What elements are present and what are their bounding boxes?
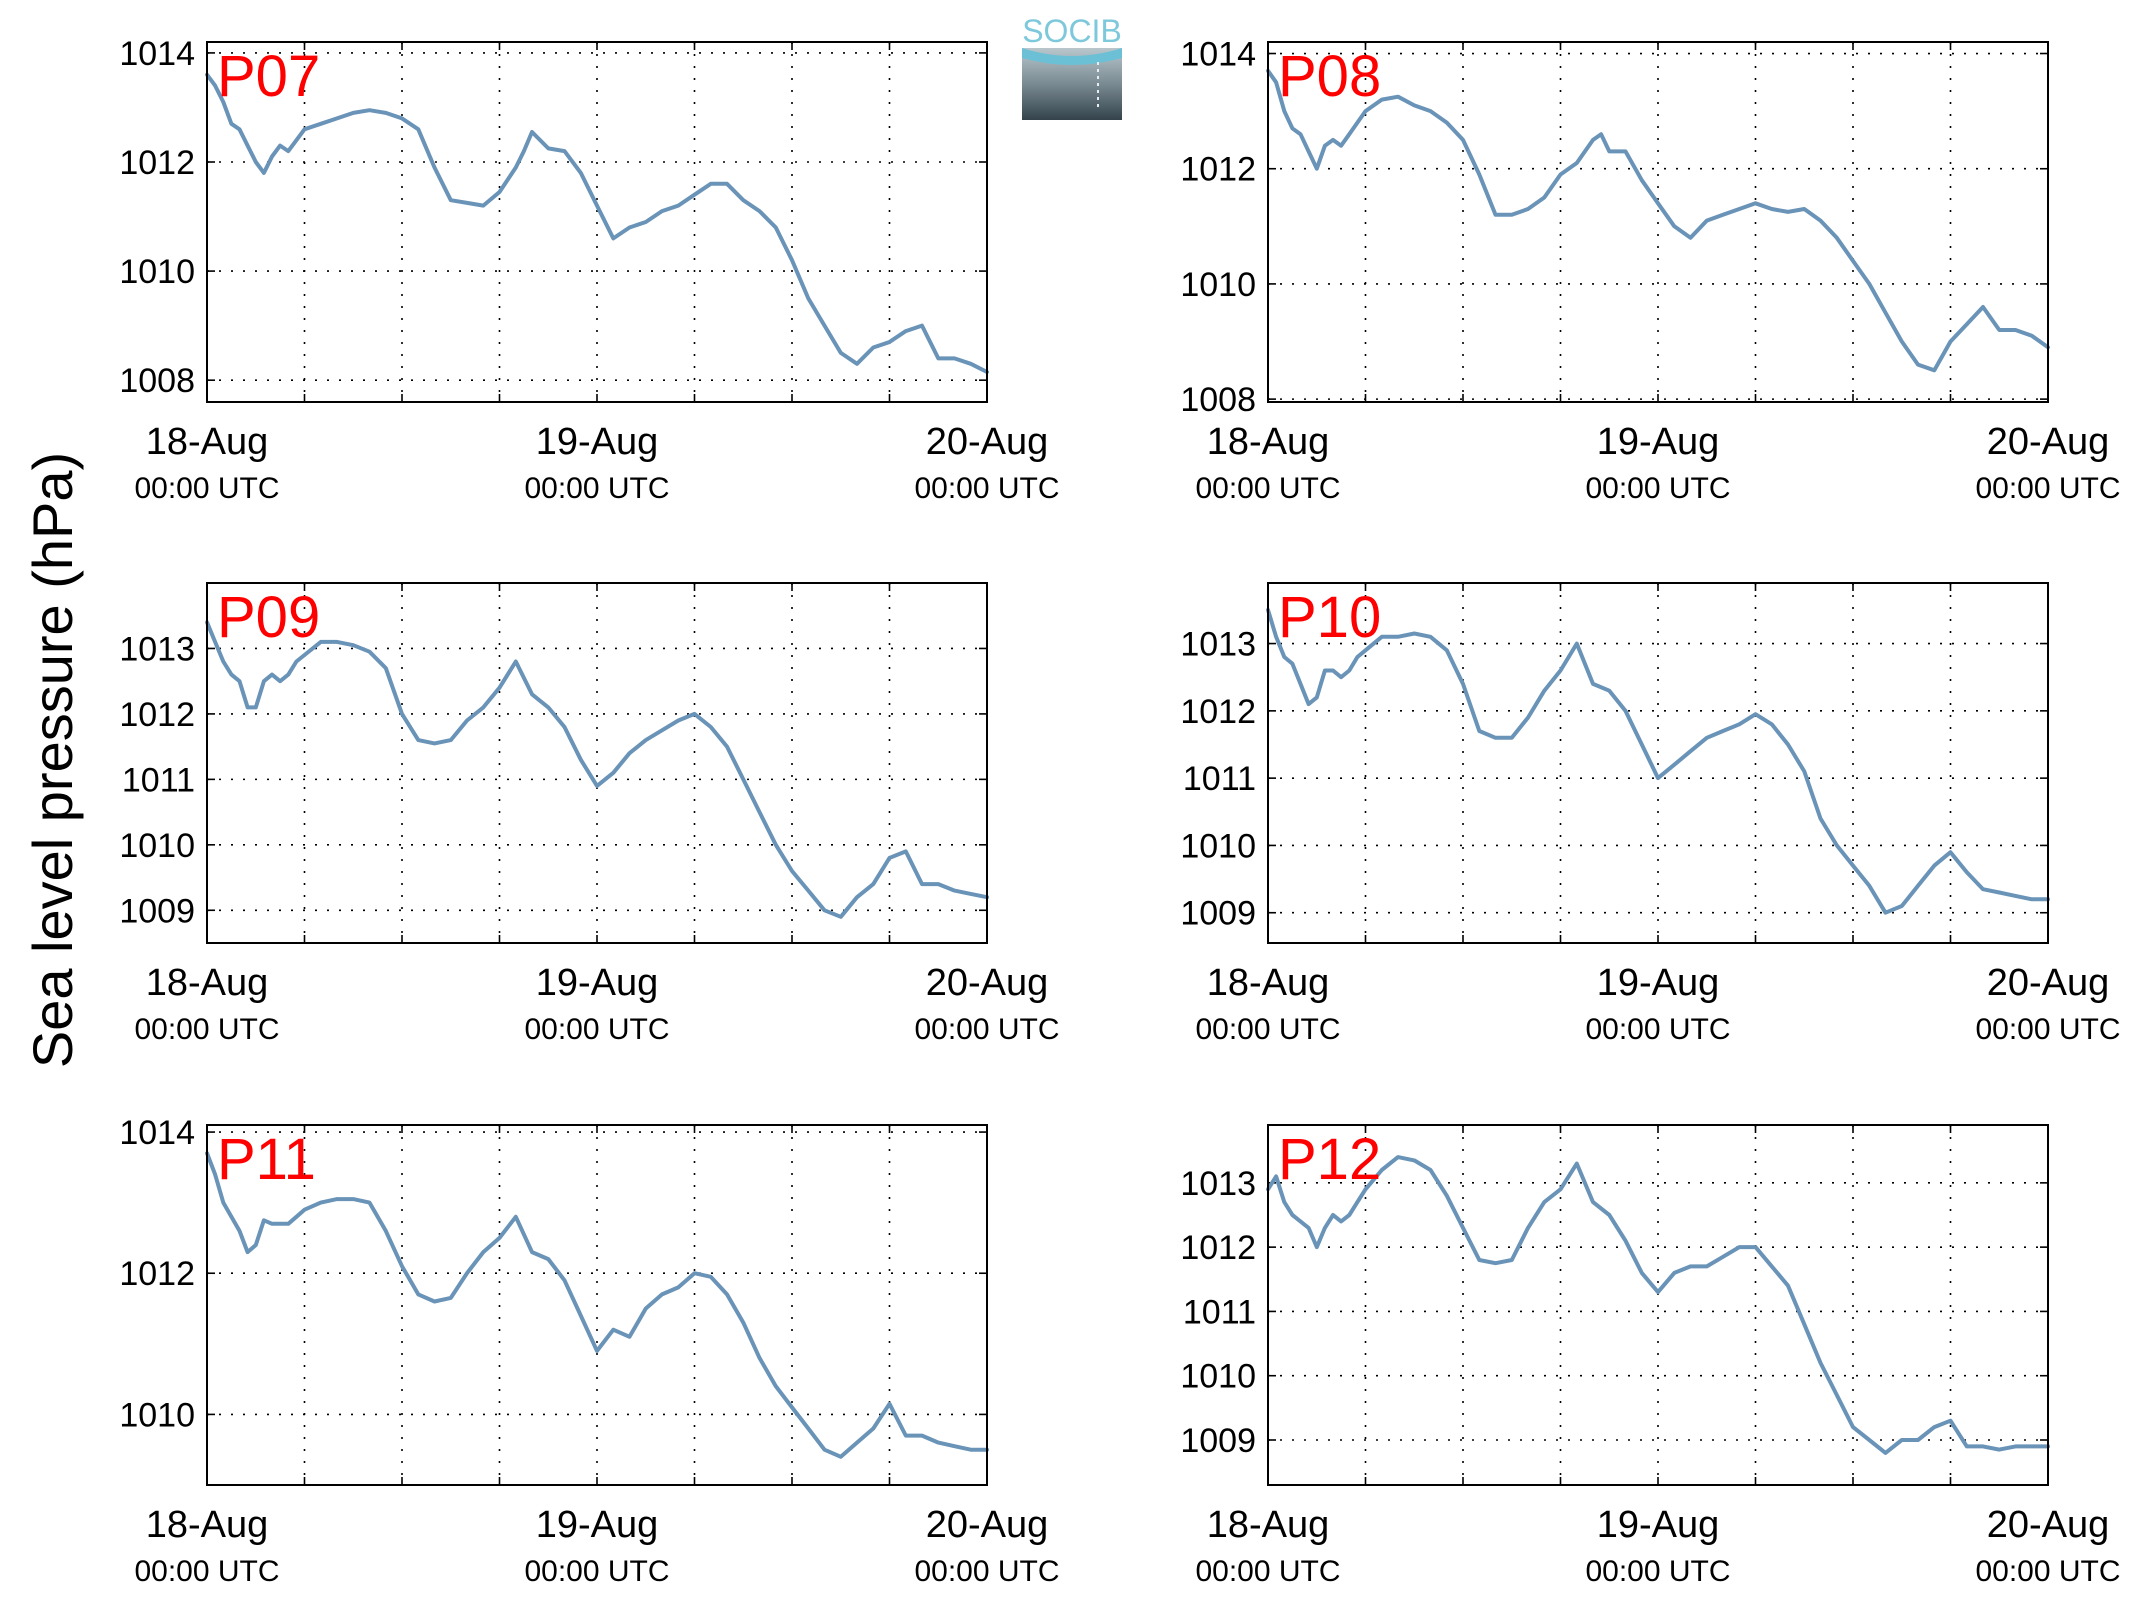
plot-frame xyxy=(1267,582,2049,944)
panel-label: P07 xyxy=(217,44,320,109)
series-line xyxy=(1266,607,2050,915)
panel-label: P10 xyxy=(1278,585,1381,650)
y-tick-label: 1009 xyxy=(1180,895,1256,933)
y-tick-label: 1010 xyxy=(119,827,195,865)
y-tick-label: 1011 xyxy=(1183,1293,1256,1331)
x-tick-date-label: 20-Aug xyxy=(1987,962,2110,1004)
x-tick-date-label: 18-Aug xyxy=(1207,962,1330,1004)
plot-frame xyxy=(206,1124,988,1486)
plot-frame xyxy=(206,41,988,403)
x-tick-time-label: 00:00 UTC xyxy=(1975,1555,2120,1588)
y-tick-label: 1010 xyxy=(1180,266,1256,304)
y-tick-label: 1011 xyxy=(122,761,195,799)
x-tick-time-label: 00:00 UTC xyxy=(524,472,669,505)
y-tick-label: 1010 xyxy=(119,1396,195,1434)
socib-logo: SOCIB xyxy=(1022,13,1122,120)
y-tick-label: 1013 xyxy=(1180,626,1256,664)
x-tick-time-label: 00:00 UTC xyxy=(1585,472,1730,505)
y-tick-label: 1014 xyxy=(119,1114,195,1152)
series-line xyxy=(1266,68,2050,373)
series-line xyxy=(205,72,989,374)
y-tick-label: 1011 xyxy=(1183,760,1256,798)
x-tick-date-label: 19-Aug xyxy=(1597,421,1720,463)
x-tick-time-label: 00:00 UTC xyxy=(134,1555,279,1588)
panel-label: P08 xyxy=(1278,44,1381,109)
x-tick-date-label: 20-Aug xyxy=(1987,421,2110,463)
x-tick-time-label: 00:00 UTC xyxy=(1585,1555,1730,1588)
socib-logo-text: SOCIB xyxy=(1022,13,1122,49)
y-tick-label: 1010 xyxy=(1180,1358,1256,1396)
x-tick-time-label: 00:00 UTC xyxy=(914,1555,1059,1588)
y-tick-label: 1013 xyxy=(119,630,195,668)
plot-frame xyxy=(206,582,988,944)
panels: 1008 1010 1012 1014 P07 18-Aug 00:00 UTC 19-Aug… xyxy=(119,35,2120,1588)
y-tick-label: 1012 xyxy=(119,696,195,734)
y-tick-label: 1014 xyxy=(119,35,195,73)
y-tick-label: 1008 xyxy=(119,362,195,400)
x-tick-date-label: 20-Aug xyxy=(926,1504,1049,1546)
y-tick-label: 1012 xyxy=(119,1255,195,1293)
x-tick-time-label: 00:00 UTC xyxy=(1975,1013,2120,1046)
x-tick-date-label: 19-Aug xyxy=(1597,1504,1720,1546)
y-tick-label: 1012 xyxy=(1180,1229,1256,1267)
x-tick-date-label: 20-Aug xyxy=(926,421,1049,463)
x-tick-time-label: 00:00 UTC xyxy=(134,1013,279,1046)
series-line xyxy=(1266,1155,2050,1455)
x-tick-date-label: 18-Aug xyxy=(1207,1504,1330,1546)
x-tick-date-label: 18-Aug xyxy=(146,421,269,463)
figure-ylabel: Sea level pressure (hPa) xyxy=(21,452,84,1068)
chart-panel-p11: 1010 1012 1014 P11 18-Aug 00:00 UTC 19-Aug 00:0… xyxy=(119,1114,1059,1588)
x-tick-date-label: 20-Aug xyxy=(1987,1504,2110,1546)
plot-frame xyxy=(1267,41,2049,403)
x-tick-date-label: 18-Aug xyxy=(146,1504,269,1546)
y-tick-label: 1014 xyxy=(1180,36,1256,74)
x-tick-date-label: 19-Aug xyxy=(536,421,659,463)
series-line xyxy=(205,620,989,919)
x-tick-date-label: 20-Aug xyxy=(926,962,1049,1004)
panel-label: P09 xyxy=(217,585,320,650)
plot-frame xyxy=(1267,1124,2049,1486)
chart-panel-p08: 1008 1010 1012 1014 P08 18-Aug 00:00 UTC 19-Aug… xyxy=(1180,36,2120,505)
x-tick-time-label: 00:00 UTC xyxy=(1975,472,2120,505)
x-tick-time-label: 00:00 UTC xyxy=(1195,1013,1340,1046)
x-tick-time-label: 00:00 UTC xyxy=(134,472,279,505)
panel-label: P12 xyxy=(1278,1127,1381,1192)
x-tick-time-label: 00:00 UTC xyxy=(914,1013,1059,1046)
x-tick-time-label: 00:00 UTC xyxy=(524,1013,669,1046)
x-tick-date-label: 18-Aug xyxy=(1207,421,1330,463)
x-tick-date-label: 19-Aug xyxy=(536,1504,659,1546)
y-tick-label: 1012 xyxy=(119,144,195,182)
x-tick-time-label: 00:00 UTC xyxy=(1195,472,1340,505)
x-tick-time-label: 00:00 UTC xyxy=(524,1555,669,1588)
x-tick-time-label: 00:00 UTC xyxy=(914,472,1059,505)
y-tick-label: 1010 xyxy=(1180,827,1256,865)
y-tick-label: 1010 xyxy=(119,253,195,291)
chart-panel-p10: 1009 1010 1011 1012 1013 P10 18-Aug 00:00 UTC 19… xyxy=(1180,582,2121,1046)
y-tick-label: 1012 xyxy=(1180,693,1256,731)
chart-panel-p12: 1009 1010 1011 1012 1013 P12 18-Aug 00:00 UTC 19… xyxy=(1180,1124,2121,1588)
y-tick-label: 1009 xyxy=(1180,1422,1256,1460)
x-tick-time-label: 00:00 UTC xyxy=(1195,1555,1340,1588)
chart-panel-p07: 1008 1010 1012 1014 P07 18-Aug 00:00 UTC 19-Aug… xyxy=(119,35,1059,505)
x-tick-date-label: 19-Aug xyxy=(1597,962,1720,1004)
x-tick-date-label: 19-Aug xyxy=(536,962,659,1004)
series-line xyxy=(205,1151,989,1459)
x-tick-time-label: 00:00 UTC xyxy=(1585,1013,1730,1046)
x-tick-date-label: 18-Aug xyxy=(146,962,269,1004)
y-tick-label: 1012 xyxy=(1180,151,1256,189)
chart-panel-p09: 1009 1010 1011 1012 1013 P09 18-Aug 00:00 UTC 19… xyxy=(119,582,1060,1046)
y-tick-label: 1008 xyxy=(1180,381,1256,419)
y-tick-label: 1013 xyxy=(1180,1165,1256,1203)
y-tick-label: 1009 xyxy=(119,892,195,930)
panel-label: P11 xyxy=(217,1127,316,1192)
